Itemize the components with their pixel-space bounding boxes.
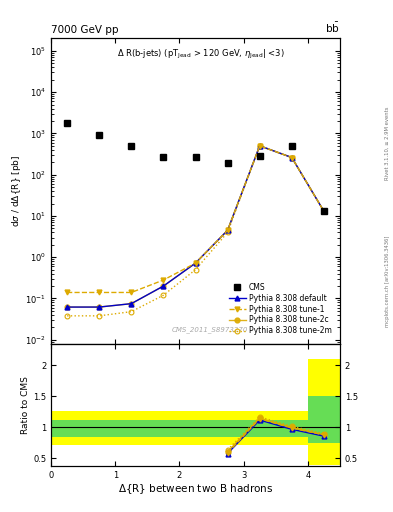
CMS: [129, 143, 134, 149]
Text: b$\bar{\rm b}$: b$\bar{\rm b}$: [325, 20, 340, 35]
Y-axis label: Ratio to CMS: Ratio to CMS: [21, 376, 30, 434]
Pythia 8.308 tune-2m: [65, 313, 70, 319]
Pythia 8.308 tune-1: [97, 289, 101, 295]
Text: Rivet 3.1.10, ≥ 2.9M events: Rivet 3.1.10, ≥ 2.9M events: [385, 106, 390, 180]
Pythia 8.308 default: [225, 227, 230, 233]
Pythia 8.308 default: [97, 304, 101, 310]
Pythia 8.308 tune-1: [193, 260, 198, 266]
Pythia 8.308 default: [257, 143, 262, 149]
Pythia 8.308 tune-2m: [257, 143, 262, 149]
Text: CMS_2011_S8973270: CMS_2011_S8973270: [172, 326, 248, 333]
Line: Pythia 8.308 default: Pythia 8.308 default: [65, 143, 326, 309]
Pythia 8.308 tune-1: [129, 289, 134, 295]
Pythia 8.308 tune-2m: [193, 267, 198, 273]
Pythia 8.308 tune-2m: [289, 155, 294, 161]
Pythia 8.308 tune-2c: [129, 301, 134, 307]
Pythia 8.308 default: [321, 208, 326, 215]
Pythia 8.308 tune-1: [257, 143, 262, 149]
Pythia 8.308 tune-1: [161, 277, 166, 283]
Line: CMS: CMS: [64, 120, 327, 215]
Pythia 8.308 tune-2m: [129, 309, 134, 315]
Y-axis label: d$\sigma$ / d$\Delta${R} [pb]: d$\sigma$ / d$\Delta${R} [pb]: [10, 155, 23, 227]
Pythia 8.308 tune-2c: [225, 227, 230, 233]
Pythia 8.308 tune-1: [321, 208, 326, 215]
CMS: [257, 153, 262, 159]
Pythia 8.308 default: [161, 283, 166, 289]
Line: Pythia 8.308 tune-2m: Pythia 8.308 tune-2m: [65, 143, 326, 318]
Pythia 8.308 tune-1: [65, 289, 70, 295]
Legend: CMS, Pythia 8.308 default, Pythia 8.308 tune-1, Pythia 8.308 tune-2c, Pythia 8.3: CMS, Pythia 8.308 default, Pythia 8.308 …: [228, 281, 333, 337]
Pythia 8.308 tune-2c: [257, 143, 262, 149]
Pythia 8.308 tune-1: [289, 155, 294, 161]
CMS: [161, 154, 166, 160]
Text: $\Delta$ R(b-jets) (pT$_{\rm Jead}$ > 120 GeV, $\eta_{\rm Jead}$| <3): $\Delta$ R(b-jets) (pT$_{\rm Jead}$ > 12…: [118, 48, 285, 60]
Line: Pythia 8.308 tune-1: Pythia 8.308 tune-1: [65, 143, 326, 295]
Pythia 8.308 default: [193, 260, 198, 266]
Pythia 8.308 tune-2m: [321, 208, 326, 215]
Text: mcplots.cern.ch [arXiv:1306.3436]: mcplots.cern.ch [arXiv:1306.3436]: [385, 236, 390, 327]
CMS: [225, 160, 230, 166]
Pythia 8.308 default: [129, 301, 134, 307]
Pythia 8.308 default: [289, 155, 294, 161]
Pythia 8.308 tune-1: [225, 227, 230, 233]
Text: 7000 GeV pp: 7000 GeV pp: [51, 25, 119, 35]
CMS: [65, 120, 70, 126]
Pythia 8.308 tune-2c: [97, 304, 101, 310]
Pythia 8.308 tune-2m: [97, 313, 101, 319]
Pythia 8.308 tune-2c: [161, 283, 166, 289]
CMS: [193, 154, 198, 160]
CMS: [97, 132, 101, 138]
Pythia 8.308 tune-2c: [289, 155, 294, 161]
CMS: [289, 143, 294, 149]
Pythia 8.308 tune-2c: [321, 208, 326, 215]
CMS: [321, 208, 326, 215]
Pythia 8.308 tune-2c: [193, 260, 198, 266]
Pythia 8.308 tune-2m: [161, 292, 166, 298]
Pythia 8.308 tune-2m: [225, 229, 230, 236]
X-axis label: $\Delta${R} between two B hadrons: $\Delta${R} between two B hadrons: [118, 482, 273, 496]
Pythia 8.308 tune-2c: [65, 304, 70, 310]
Pythia 8.308 default: [65, 304, 70, 310]
Line: Pythia 8.308 tune-2c: Pythia 8.308 tune-2c: [65, 143, 326, 309]
